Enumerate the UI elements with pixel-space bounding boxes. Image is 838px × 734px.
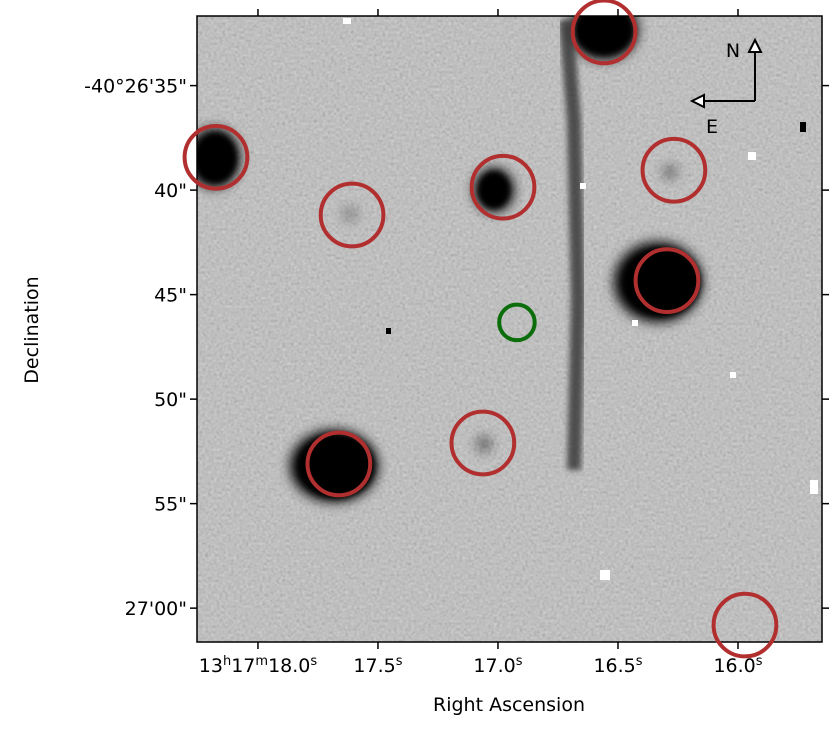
x-tick-label: 17.5s xyxy=(353,654,402,678)
source-circle xyxy=(318,181,386,249)
x-tick-label: 13h17m18.0s xyxy=(199,654,318,678)
x-tick-label: 16.5s xyxy=(593,654,642,678)
y-tick-label: -40°26'35" xyxy=(84,76,187,98)
source-circle xyxy=(633,247,701,314)
y-tick-label: 55" xyxy=(154,494,187,516)
y-tick-label: 50" xyxy=(154,389,187,411)
source-circle xyxy=(305,430,373,498)
source-circle xyxy=(711,591,779,659)
compass-east: E xyxy=(706,116,718,138)
plot-frame xyxy=(196,15,823,643)
y-axis-label: Declination xyxy=(21,276,43,383)
compass xyxy=(689,37,763,109)
x-tick-label: 17.0s xyxy=(473,654,522,678)
source-circle xyxy=(449,409,517,477)
source-circle xyxy=(570,0,638,66)
compass-north: N xyxy=(726,40,740,62)
sky-image xyxy=(197,16,822,642)
x-axis-label: Right Ascension xyxy=(433,694,585,716)
x-tick-label: 16.0s xyxy=(713,654,762,678)
source-circle xyxy=(182,123,250,191)
y-tick-label: 27'00" xyxy=(125,598,187,620)
y-tick-label: 40" xyxy=(154,180,187,202)
source-circle xyxy=(469,153,537,221)
source-circle xyxy=(640,136,708,204)
y-tick-label: 45" xyxy=(154,285,187,307)
source-circle xyxy=(497,302,537,343)
